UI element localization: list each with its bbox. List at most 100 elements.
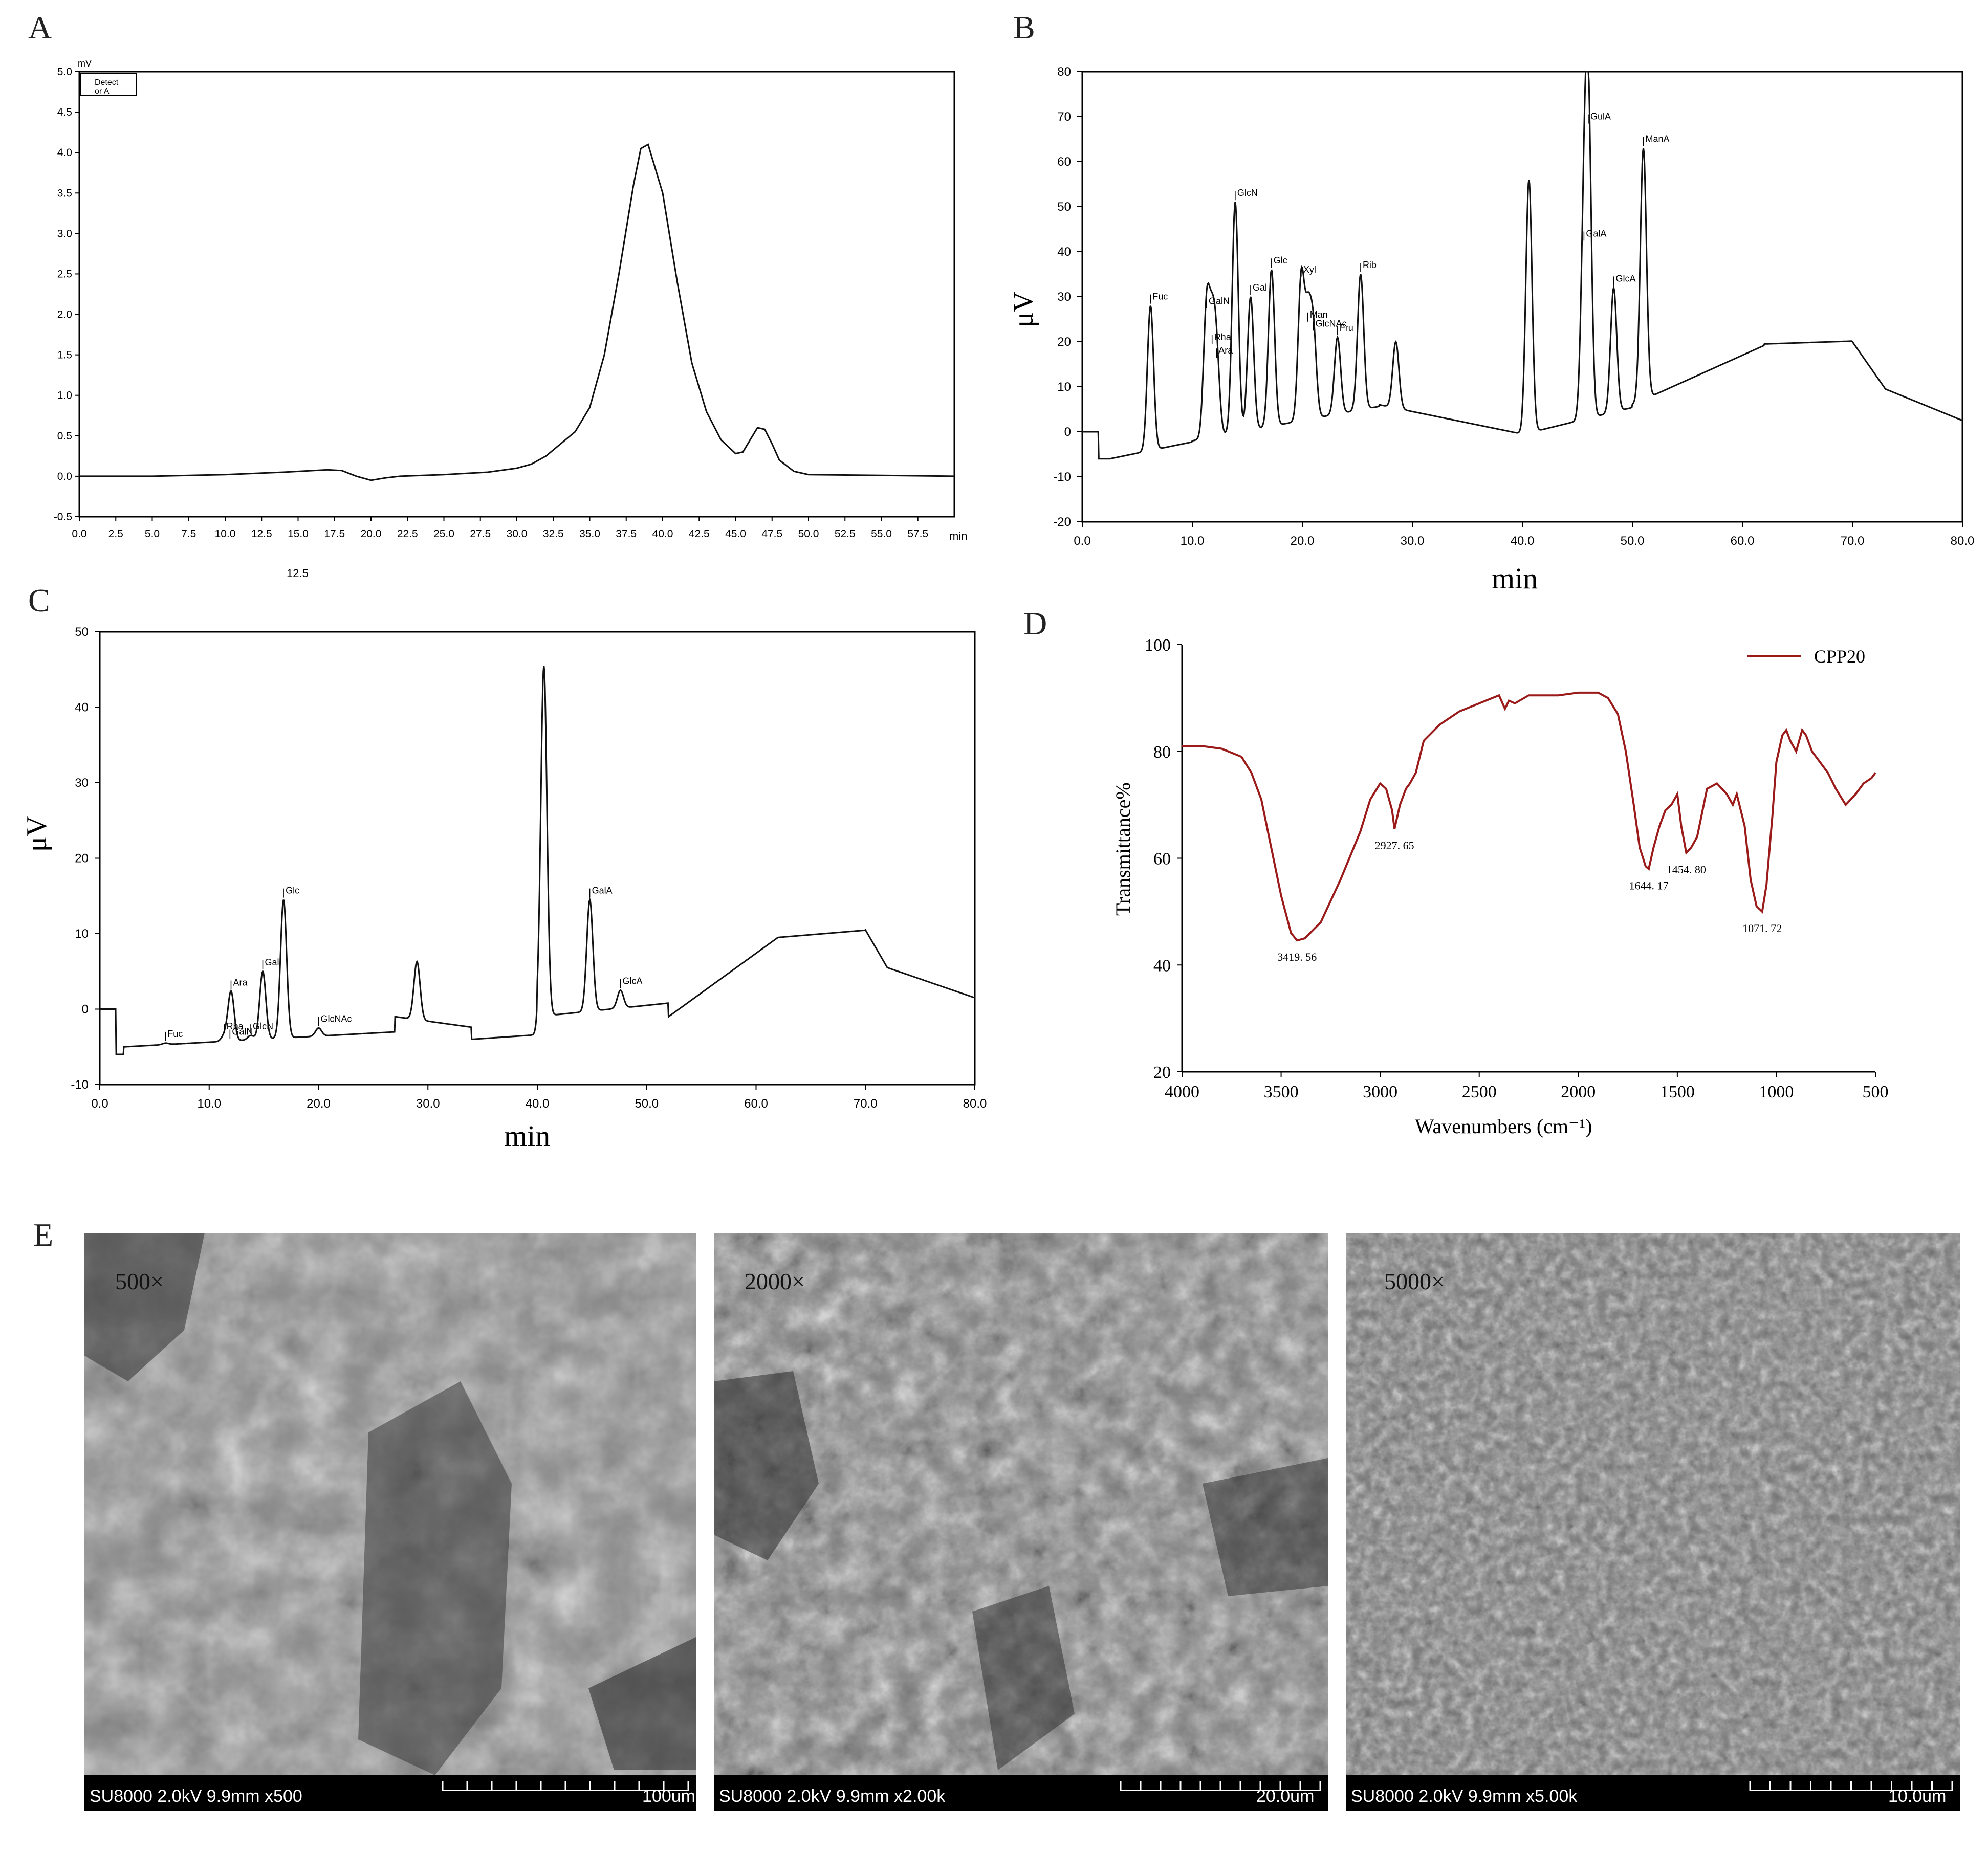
x-tick-label-a: 47.5: [761, 528, 782, 540]
peak-label: Rha: [227, 1021, 244, 1031]
x-label-c: min: [504, 1119, 550, 1153]
y-tick-label: 0: [1064, 425, 1071, 439]
x-tick-label-a: 32.5: [543, 528, 564, 540]
sem-mag-3: 5000×: [1384, 1268, 1445, 1294]
y-label-d: Transmittance%: [1111, 782, 1134, 916]
peak-label: GalN: [1209, 296, 1230, 306]
peak-label: Rib: [1363, 260, 1377, 270]
x-tick-label-d: 3000: [1363, 1083, 1397, 1101]
chart-a-frame: [78, 71, 955, 518]
peak-label: Gal: [265, 957, 279, 967]
sem-mag-1: 500×: [115, 1268, 164, 1294]
y-tick-label: 40: [75, 701, 89, 715]
x-tick-label-a: 12.5: [251, 528, 272, 540]
x-tick-label: 30.0: [1401, 534, 1425, 548]
extra-label-a: 12.5: [287, 567, 309, 580]
y-tick-label-a: 2.0: [57, 309, 72, 321]
peak-label: ManA: [1646, 134, 1670, 144]
y-tick-label-a: 3.5: [57, 187, 72, 199]
peak-label: GlcN: [1237, 188, 1258, 198]
chart-d: 4000 3500 3000 2500 2000 1500 1000 500 20 40 60 80 1…: [1111, 636, 1889, 1138]
x-tick-label-d: 1500: [1660, 1083, 1695, 1101]
x-tick-label: 10.0: [1181, 534, 1205, 548]
peak-label: Xyl: [1303, 264, 1316, 275]
sem-footer-left-3: SU8000 2.0kV 9.9mm x5.00k: [1351, 1786, 1578, 1806]
x-tick-label-a: 30.0: [507, 528, 528, 540]
y-tick-label-d: 60: [1153, 850, 1171, 869]
x-tick-label-a: 10.0: [215, 528, 236, 540]
y-tick-label: 0: [82, 1003, 89, 1017]
panel-letter-b: B: [1013, 9, 1035, 46]
sem-footer-left-1: SU8000 2.0kV 9.9mm x500: [90, 1786, 302, 1806]
peak-label: Glc: [286, 886, 299, 896]
chart-a: 0.0 2.5 5.0 7.5 10.0 12.5 15.0 17.5 20.0 22.5 25.0…: [54, 58, 968, 580]
sem-mag-2: 2000×: [745, 1268, 805, 1294]
peak-label: GulA: [1590, 112, 1611, 122]
chart-a-trace: [79, 143, 955, 481]
x-tick-label-a: 7.5: [181, 528, 196, 540]
scale-bar-3: [1749, 1781, 1953, 1791]
sem-panel: 500× SU8000 2.0kV 9.9mm x500 100um 2000×…: [84, 1233, 1960, 1811]
x-tick-label-a: 22.5: [397, 528, 418, 540]
peak-label: Gal: [1253, 282, 1267, 293]
x-tick-label-a: 15.0: [288, 528, 309, 540]
y-tick-label-d: 80: [1153, 743, 1171, 762]
x-tick-label-a: 5.0: [145, 528, 160, 540]
peak-annotation-d: 1644. 17: [1629, 879, 1669, 892]
chart-c: 0.0 10.0 20.0 30.0 40.0 50.0 60.0 70.0 80.0 -10 0 1…: [21, 625, 987, 1153]
y-tick-label-a: 1.0: [57, 390, 72, 402]
y-tick-label-a: 2.5: [57, 268, 72, 280]
peak-label: Fuc: [167, 1029, 183, 1039]
legend-box-a-line1: Detect: [95, 78, 119, 87]
y-tick-label-a: 5.0: [57, 66, 72, 78]
y-tick-label: 50: [75, 625, 89, 639]
y-tick-label-a: 3.0: [57, 228, 72, 239]
x-tick-label: 70.0: [854, 1097, 878, 1111]
x-tick-label-a: 45.0: [725, 528, 746, 540]
peak-label: Rha: [1214, 332, 1232, 342]
y-tick-label-a: 4.5: [57, 106, 72, 118]
y-tick-label: 30: [1057, 290, 1071, 304]
panel-letter-c: C: [28, 582, 50, 619]
peak-label: GlcA: [622, 976, 642, 986]
x-tick-label: 40.0: [526, 1097, 550, 1111]
panel-letter-d: D: [1023, 605, 1047, 642]
x-tick-label-a: 35.0: [579, 528, 600, 540]
y-label-c: μV: [21, 816, 53, 852]
peak-label: GlcNAc: [1316, 318, 1347, 328]
x-tick-label: 30.0: [416, 1097, 440, 1111]
y-tick-label-d: 20: [1153, 1063, 1171, 1082]
y-tick-label: -10: [1053, 470, 1071, 484]
x-tick-label: 70.0: [1841, 534, 1865, 548]
y-tick-label-a: 1.5: [57, 349, 72, 361]
sem-image-1: 500× SU8000 2.0kV 9.9mm x500 100um: [84, 1233, 696, 1811]
y-tick-label-a: 4.0: [57, 147, 72, 159]
y-tick-label-a: -0.5: [54, 511, 72, 523]
peak-annotation-d: 1071. 72: [1742, 922, 1782, 935]
sem-footer-right-3: 10.0um: [1888, 1786, 1946, 1806]
x-tick-label-a: 50.0: [798, 528, 819, 540]
peak-annotation-d: 3419. 56: [1277, 951, 1317, 963]
peak-label: Ara: [1218, 345, 1233, 356]
x-tick-label: 60.0: [744, 1097, 768, 1111]
peak-annotation-d: 1454. 80: [1667, 863, 1706, 876]
x-tick-label-d: 1000: [1759, 1083, 1794, 1101]
legend-box-a: [80, 73, 137, 96]
x-tick-label-d: 2500: [1462, 1083, 1497, 1101]
x-tick-label: 60.0: [1731, 534, 1755, 548]
panel-letter-e: E: [33, 1217, 53, 1253]
y-tick-label: 40: [1057, 245, 1071, 259]
x-label-b: min: [1492, 562, 1538, 595]
scale-bar-2: [1120, 1781, 1321, 1791]
x-tick-label-a: 52.5: [835, 528, 856, 540]
y-tick-label: 20: [75, 852, 89, 866]
x-tick-label: 0.0: [1074, 534, 1090, 548]
y-tick-label: 80: [1057, 65, 1071, 79]
peak-label: GlcNAc: [321, 1013, 352, 1024]
x-tick-label: 10.0: [197, 1097, 221, 1111]
panel-letter-a: A: [28, 9, 52, 46]
peak-label: Fuc: [1152, 292, 1168, 302]
peak-label: GalA: [1586, 228, 1606, 238]
y-tick-label-d: 40: [1153, 956, 1171, 975]
